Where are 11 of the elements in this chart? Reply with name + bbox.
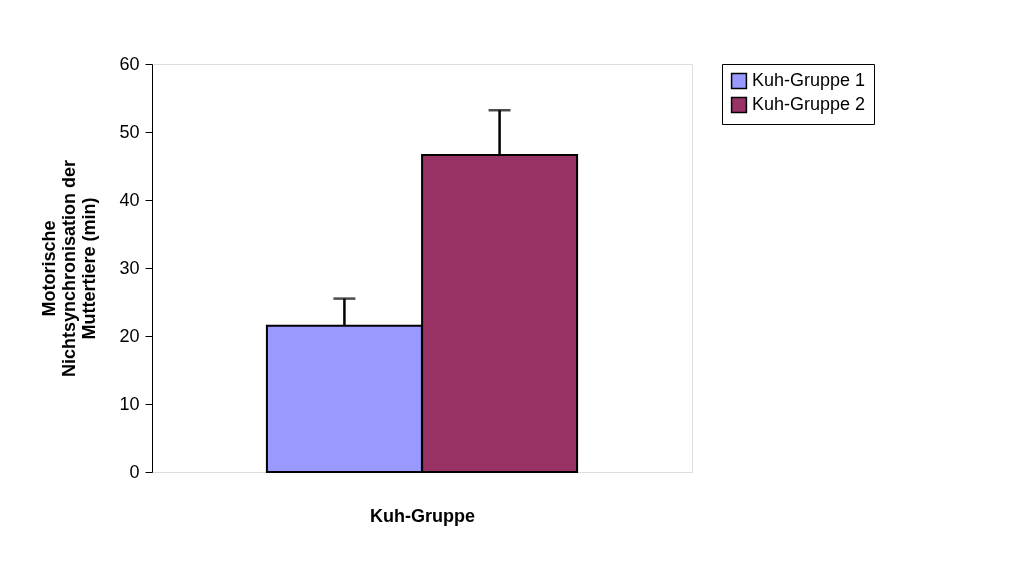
y-tick-label: 10 — [119, 393, 140, 414]
legend-label: Kuh-Gruppe 2 — [752, 94, 866, 114]
y-tick-label: 40 — [119, 189, 140, 210]
y-axis-title: Motorische Nichtsynchronisation der Muttertiere (min) — [39, 159, 100, 378]
y-tick-label: 50 — [119, 121, 140, 142]
y-tick-label: 20 — [119, 325, 140, 346]
y-tick-label: 60 — [119, 53, 140, 74]
y-tick-label: 0 — [129, 461, 140, 482]
legend-label: Kuh-Gruppe 1 — [752, 70, 866, 90]
y-tick-label: 30 — [119, 257, 140, 278]
x-axis-title: Kuh-Gruppe — [370, 505, 475, 526]
